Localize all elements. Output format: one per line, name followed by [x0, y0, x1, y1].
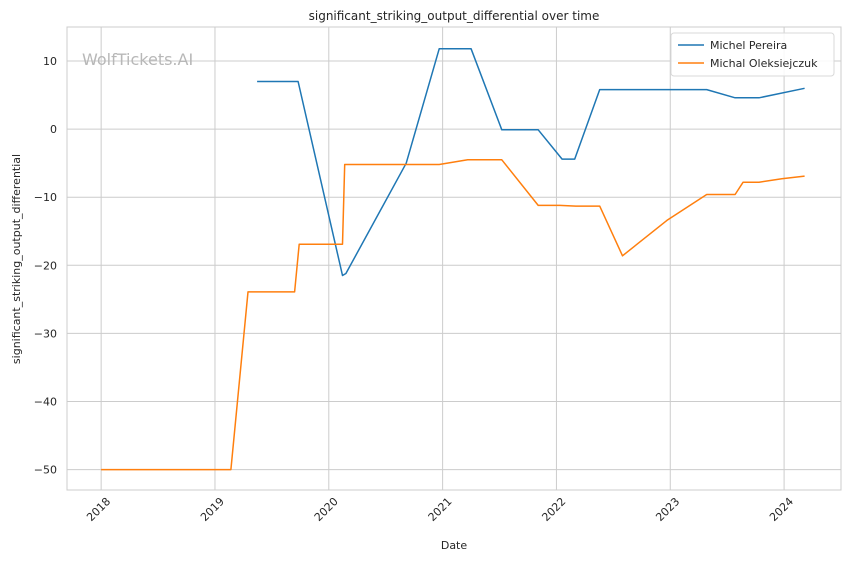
y-tick-label: −20 [34, 259, 57, 272]
x-axis-label: Date [441, 539, 468, 552]
y-tick-labels: 10 0 −10 −20 −30 −40 −50 [34, 55, 57, 477]
y-tick-label: −10 [34, 191, 57, 204]
y-tick-label: −40 [34, 395, 57, 408]
legend-box [670, 32, 835, 77]
series-layer [101, 48, 805, 471]
y-tick-label: −50 [34, 464, 57, 477]
chart-title: significant_striking_output_differential… [309, 9, 600, 23]
legend-label: Michel Pereira [710, 39, 787, 52]
series-line-2 [101, 159, 805, 471]
y-tick-label: 0 [50, 123, 57, 136]
legend: Michel Pereira Michal Oleksiejczuk [670, 32, 835, 77]
gridlines [67, 27, 841, 490]
legend-label: Michal Oleksiejczuk [710, 57, 818, 70]
plot-frame [66, 26, 842, 491]
y-tick-label: 10 [43, 55, 57, 68]
y-tick-label: −30 [34, 327, 57, 340]
watermark: WolfTickets.AI [82, 50, 193, 69]
series-line-1 [257, 48, 805, 277]
y-axis-label: significant_striking_output_differential [10, 154, 23, 364]
